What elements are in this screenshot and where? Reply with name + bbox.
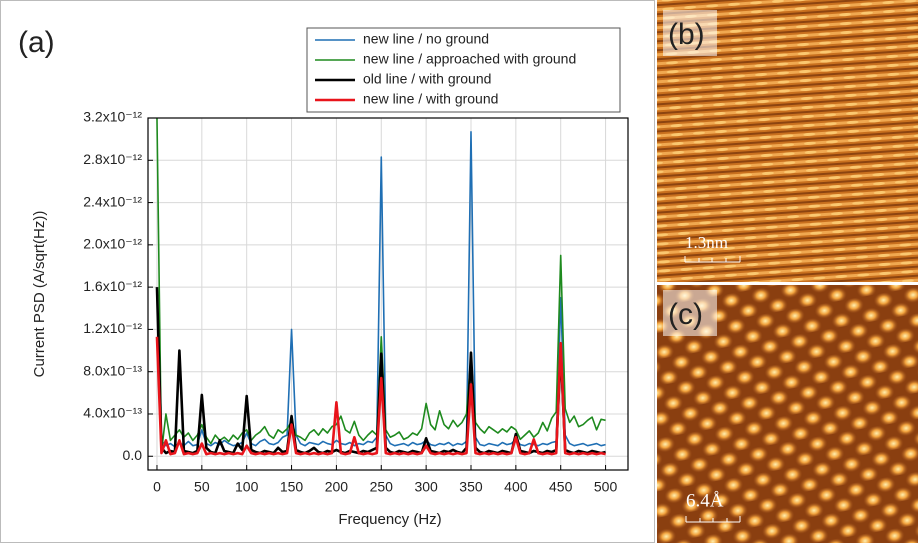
axes-frame (147, 117, 629, 471)
image-label: (b) (668, 18, 705, 51)
x-tick-label: 450 (549, 479, 573, 495)
x-axis-title: Frequency (Hz) (338, 511, 441, 528)
label-bg (663, 290, 717, 336)
x-tick-label: 300 (414, 479, 438, 495)
y-tick-label: 2.8x10⁻¹² (83, 151, 142, 167)
y-tick-label: 1.2x10⁻¹² (83, 320, 142, 336)
x-tick-label: 100 (235, 479, 259, 495)
legend-label: new line / approached with ground (363, 51, 576, 67)
scale-bar (684, 256, 741, 263)
x-tick-label: 350 (459, 479, 483, 495)
scale-bar (685, 516, 741, 523)
y-tick-label: 1.6x10⁻¹² (83, 278, 142, 294)
image-label: (c) (668, 298, 703, 331)
y-tick-label: 3.2x10⁻¹² (83, 109, 142, 125)
series-line (156, 130, 606, 448)
y-tick-label: 0.0 (123, 447, 143, 463)
y-tick-label: 2.0x10⁻¹² (83, 236, 142, 252)
series-line (155, 336, 606, 456)
x-tick-label: 250 (370, 479, 394, 495)
legend-label: new line / no ground (363, 31, 489, 47)
legend-box (306, 27, 621, 113)
x-tick-label: 0 (153, 479, 161, 495)
panel-label: (a) (18, 26, 55, 59)
legend: new line / no ground new line / approache… (306, 27, 621, 113)
y-axis-title: Current PSD (A/sqrt(Hz)) (31, 211, 48, 378)
x-tick-label: 400 (504, 479, 528, 495)
y-tick-label: 8.0x10⁻¹³ (83, 362, 142, 378)
x-tick-label: 50 (194, 479, 210, 495)
scale-label: 1.3nm (685, 233, 728, 252)
x-tick-label: 150 (280, 479, 304, 495)
series-line (156, 118, 606, 453)
y-tick-label: 2.4x10⁻¹² (83, 193, 142, 209)
plot: 0 50 100 150 200 250 300 350 400 450 500 0.0 4.0x10⁻… (83, 27, 629, 495)
label-bg (663, 10, 717, 56)
x-tick-label: 500 (594, 479, 618, 495)
y-tick-label: 4.0x10⁻¹³ (83, 405, 142, 421)
legend-label: new line / with ground (363, 91, 498, 107)
x-tick-label: 200 (325, 479, 349, 495)
scale-label: 6.4Å (686, 490, 724, 511)
legend-label: old line / with ground (363, 71, 491, 87)
